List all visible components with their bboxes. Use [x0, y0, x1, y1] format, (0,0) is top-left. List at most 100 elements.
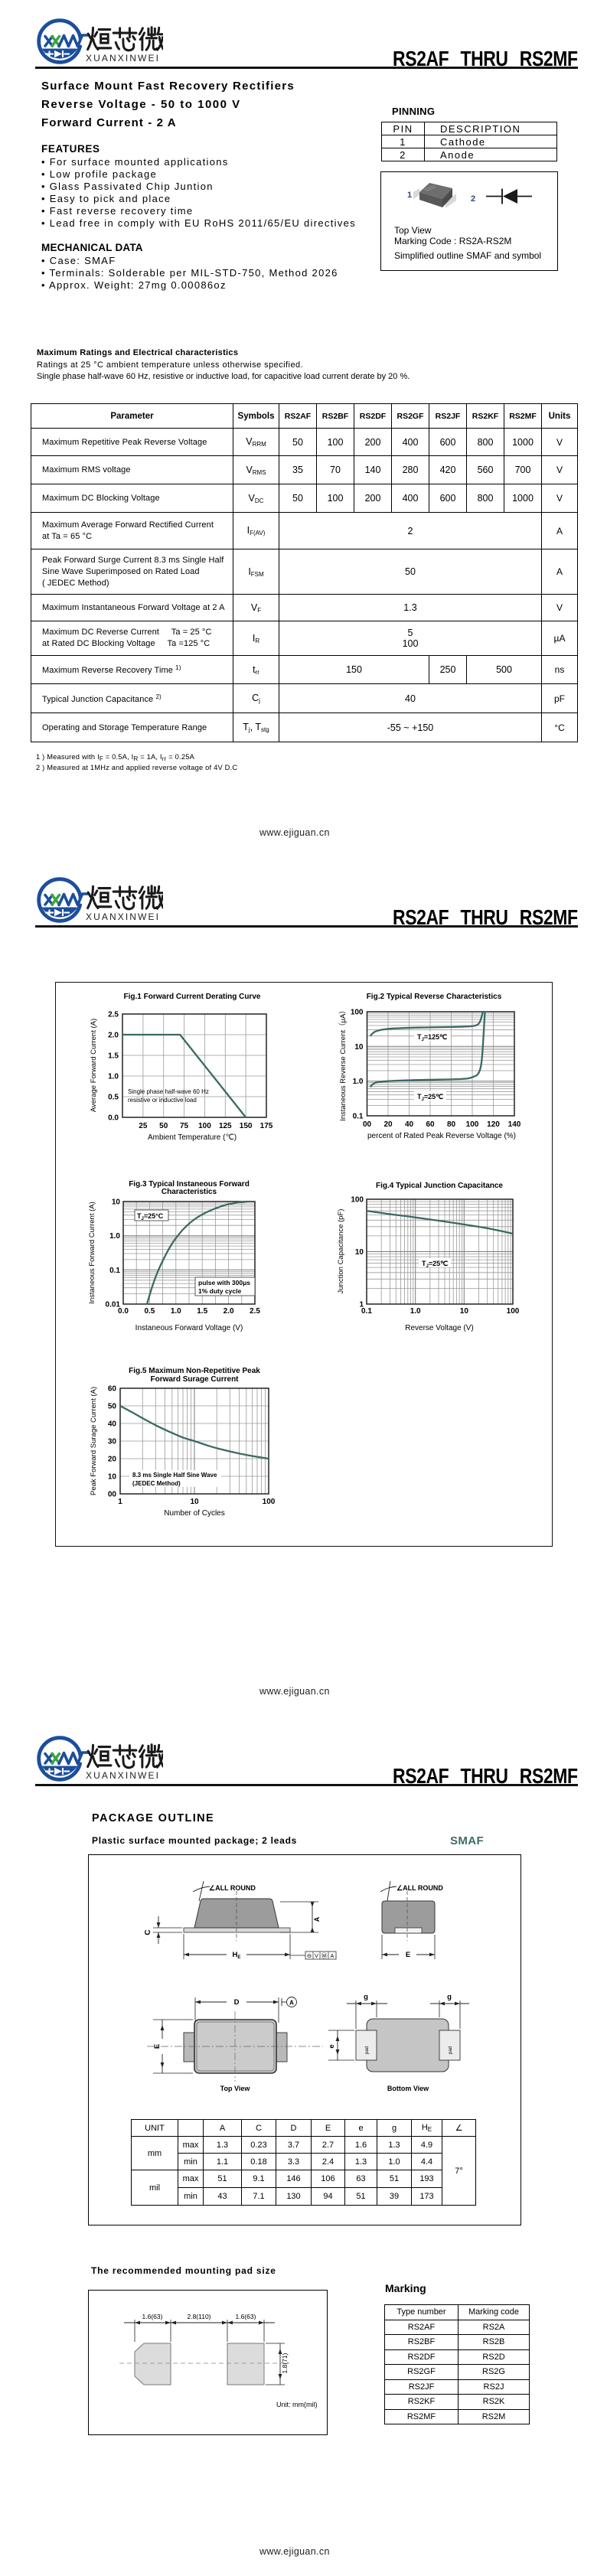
svg-text:10: 10	[355, 1248, 364, 1257]
svg-text:10: 10	[108, 1473, 117, 1482]
svg-text:C: C	[144, 1929, 152, 1935]
svg-text:0.5: 0.5	[144, 1307, 155, 1316]
svg-text:g: g	[447, 1993, 452, 2001]
svg-text:0.1: 0.1	[353, 1113, 364, 1121]
svg-text:(JEDEC Method): (JEDEC Method)	[132, 1480, 181, 1487]
svg-text:1.0: 1.0	[108, 1073, 119, 1081]
svg-text:Fig.4 Typical Junction Capaci: Fig.4 Typical Junction Capacitance	[376, 1182, 503, 1190]
svg-text:Single phase half-wave 60 Hz: Single phase half-wave 60 Hz	[128, 1088, 209, 1095]
svg-text:100: 100	[198, 1122, 211, 1130]
svg-text:1.0: 1.0	[171, 1307, 181, 1316]
svg-text:Bottom View: Bottom View	[387, 2085, 429, 2092]
svg-text:50: 50	[108, 1403, 117, 1411]
svg-text:Junction Capacitance (pF): Junction Capacitance (pF)	[337, 1209, 345, 1294]
svg-text:8.3 ms Single Half Sine Wave: 8.3 ms Single Half Sine Wave	[132, 1472, 217, 1479]
svg-text:E: E	[406, 1951, 410, 1959]
svg-text:0.1: 0.1	[361, 1307, 372, 1316]
svg-text:1% duty cycle: 1% duty cycle	[198, 1287, 241, 1295]
svg-text:A: A	[289, 2000, 294, 2007]
svg-text:percent of Rated Peak Reverse: percent of Rated Peak Reverse Voltage (%…	[367, 1132, 516, 1140]
svg-text:150: 150	[240, 1122, 253, 1130]
svg-text:A: A	[313, 1916, 321, 1922]
svg-text:80: 80	[447, 1120, 456, 1129]
svg-text:40: 40	[108, 1420, 117, 1429]
svg-text:Fig.5 Maximum Non-Repetitive: Fig.5 Maximum Non-Repetitive Peak	[129, 1367, 260, 1375]
svg-text:30: 30	[108, 1438, 117, 1446]
svg-text:120: 120	[487, 1120, 500, 1129]
svg-text:0.01: 0.01	[106, 1301, 121, 1309]
svg-text:1.6(63): 1.6(63)	[142, 2313, 163, 2320]
svg-text:175: 175	[260, 1122, 273, 1130]
svg-text:2.0: 2.0	[224, 1307, 234, 1316]
svg-text:00: 00	[108, 1491, 117, 1499]
svg-text:0.0: 0.0	[118, 1307, 129, 1316]
svg-text:10: 10	[112, 1198, 121, 1207]
svg-text:125: 125	[219, 1122, 232, 1130]
svg-text:0.0: 0.0	[108, 1114, 119, 1123]
svg-text:1.6(63): 1.6(63)	[236, 2313, 256, 2320]
svg-text:∠ALL ROUND: ∠ALL ROUND	[209, 1884, 256, 1892]
svg-text:Fig.2 Typical Reverse Charact: Fig.2 Typical Reverse Characteristics	[367, 993, 502, 1001]
svg-text:1.8(71): 1.8(71)	[281, 2353, 289, 2373]
svg-text:g: g	[364, 1993, 368, 2001]
svg-text:1.5: 1.5	[108, 1052, 119, 1061]
svg-text:Instaneous Forward Voltage (V): Instaneous Forward Voltage (V)	[135, 1324, 243, 1332]
svg-text:2.0: 2.0	[108, 1032, 119, 1040]
svg-text:1: 1	[359, 1301, 364, 1309]
svg-text:⊖: ⊖	[307, 1952, 312, 1959]
svg-text:25: 25	[139, 1122, 148, 1130]
svg-text:100: 100	[351, 1196, 364, 1205]
svg-text:60: 60	[426, 1120, 435, 1129]
svg-text:0.5: 0.5	[108, 1094, 119, 1102]
svg-text:20: 20	[383, 1120, 393, 1129]
svg-text:1: 1	[118, 1498, 122, 1506]
svg-text:0.1: 0.1	[109, 1267, 120, 1275]
svg-text:10: 10	[190, 1498, 199, 1506]
svg-text:Forward Surage Current: Forward Surage Current	[150, 1375, 239, 1384]
svg-text:Average Forward Current (A): Average Forward Current (A)	[90, 1019, 98, 1112]
svg-text:1.0: 1.0	[410, 1307, 421, 1316]
svg-text:2.5: 2.5	[108, 1011, 119, 1019]
svg-text:TJ=25℃: TJ=25℃	[417, 1093, 443, 1102]
svg-text:75: 75	[180, 1122, 189, 1130]
svg-text:1.0: 1.0	[109, 1232, 120, 1241]
svg-text:e: e	[328, 2044, 336, 2048]
svg-text:TJ=125℃: TJ=125℃	[417, 1033, 447, 1042]
svg-text:resistive or inductive load: resistive or inductive load	[128, 1097, 197, 1104]
svg-text:V: V	[315, 1954, 318, 1959]
svg-text:Top View: Top View	[220, 2085, 251, 2092]
svg-text:10: 10	[460, 1307, 469, 1316]
svg-text:2.5: 2.5	[250, 1307, 260, 1316]
svg-text:20: 20	[108, 1456, 117, 1464]
svg-text:∠ALL ROUND: ∠ALL ROUND	[397, 1884, 443, 1892]
svg-text:Fig.1 Forward Current Deratin: Fig.1 Forward Current Derating Curve	[124, 993, 261, 1001]
svg-text:TJ=25°C: TJ=25°C	[137, 1212, 164, 1221]
svg-text:1.5: 1.5	[197, 1307, 207, 1316]
svg-text:60: 60	[108, 1385, 117, 1394]
svg-text:Number of Cycles: Number of Cycles	[164, 1509, 224, 1518]
svg-text:1.0: 1.0	[353, 1078, 364, 1086]
svg-text:Instaneous Forward Current (A): Instaneous Forward Current (A)	[88, 1202, 96, 1304]
svg-text:pulse with 300μs: pulse with 300μs	[198, 1279, 250, 1286]
svg-text:100: 100	[507, 1307, 520, 1316]
svg-text:Characteristics: Characteristics	[162, 1188, 217, 1196]
svg-text:100: 100	[466, 1120, 479, 1129]
svg-text:pad: pad	[365, 2046, 370, 2054]
svg-text:Fig.3 Typical Instaneous Forw: Fig.3 Typical Instaneous Forward	[129, 1180, 250, 1189]
svg-text:HE: HE	[233, 1951, 241, 1960]
svg-text:50: 50	[159, 1122, 168, 1130]
svg-text:pad: pad	[449, 2046, 453, 2054]
svg-text:A: A	[331, 1954, 335, 1959]
svg-text:Peak Forward Surage Current (A: Peak Forward Surage Current (A)	[90, 1387, 98, 1495]
svg-text:D: D	[234, 1998, 240, 2007]
svg-text:Instaneous Reverse Current（μA）: Instaneous Reverse Current（μA）	[338, 1006, 348, 1121]
svg-text:Ambient Temperature (℃): Ambient Temperature (℃)	[148, 1133, 237, 1142]
svg-text:40: 40	[405, 1120, 414, 1129]
svg-text:100: 100	[351, 1009, 364, 1017]
svg-text:00: 00	[363, 1120, 372, 1129]
svg-text:Ⓜ: Ⓜ	[321, 1953, 328, 1960]
svg-text:140: 140	[508, 1120, 521, 1129]
svg-text:TJ=25℃: TJ=25℃	[422, 1260, 448, 1269]
svg-text:2.8(110): 2.8(110)	[187, 2313, 210, 2320]
svg-text:Reverse Voltage (V): Reverse Voltage (V)	[405, 1324, 474, 1332]
